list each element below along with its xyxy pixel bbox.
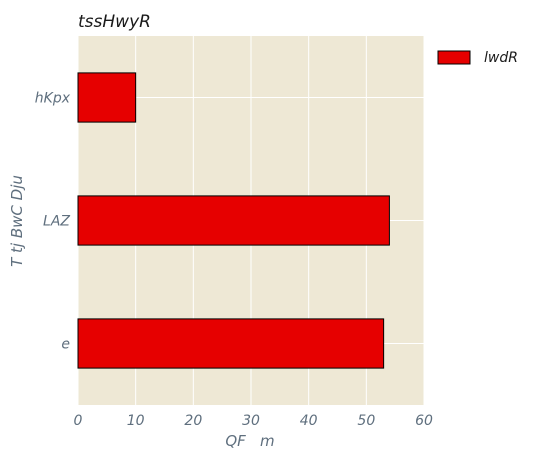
x-tick-label: 50 [357, 413, 375, 429]
x-axis-label: QF m [225, 432, 274, 450]
bar-LAZ [77, 195, 390, 246]
x-tick-label: 0 [74, 413, 83, 429]
x-tick-label: 60 [415, 413, 433, 429]
x-tick-label: 30 [242, 413, 260, 429]
chart-title: tssHwyR [78, 12, 151, 32]
y-tick-label: hKpx [35, 91, 71, 107]
y-tick-label: LAZ [43, 214, 70, 230]
legend: lwdR [437, 50, 518, 66]
x-tick-label: 40 [300, 413, 318, 429]
bar-hKpx [77, 72, 137, 123]
bar-e [77, 318, 385, 369]
y-tick-labels: e LAZ hKpx [35, 91, 71, 353]
y-axis-label: T tj BwC Dju [8, 175, 26, 267]
x-tick-labels: 0 10 20 30 40 50 60 [74, 413, 433, 429]
y-tick-label: e [61, 337, 70, 353]
legend-swatch [437, 50, 471, 65]
bars [77, 72, 390, 369]
x-tick-label: 20 [184, 413, 202, 429]
x-tick-label: 10 [127, 413, 145, 429]
legend-label: lwdR [484, 50, 518, 66]
